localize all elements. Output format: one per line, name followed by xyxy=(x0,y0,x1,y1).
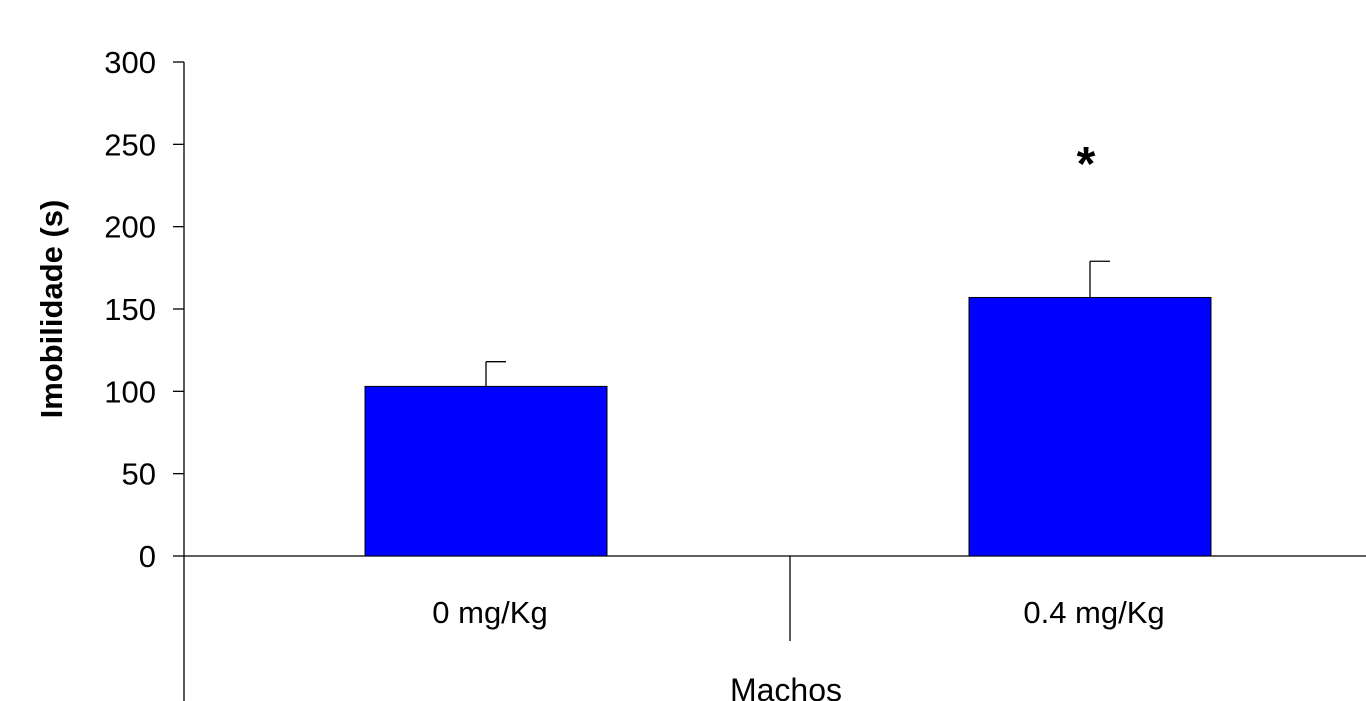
bars xyxy=(364,296,1212,557)
y-tick-label: 200 xyxy=(104,210,156,245)
x-tick-label: 0.4 mg/Kg xyxy=(1023,595,1164,630)
x-tick-label: 0 mg/Kg xyxy=(432,595,547,630)
y-tick-label: 150 xyxy=(104,292,156,327)
y-tick-label: 0 xyxy=(139,539,156,574)
y-axis: 0 50 100 150 200 250 300 xyxy=(104,45,185,701)
y-tick-label: 250 xyxy=(104,127,156,162)
y-tick-label: 300 xyxy=(104,45,156,80)
y-tick-label: 50 xyxy=(122,457,156,492)
x-axis-title: Machos xyxy=(730,672,842,701)
y-axis-title: Imobilidade (s) xyxy=(34,200,69,419)
error-bars xyxy=(485,260,1110,387)
y-tick-label: 100 xyxy=(104,374,156,409)
bar xyxy=(364,385,608,557)
significance-marker: * xyxy=(1077,138,1096,191)
x-axis: 0 mg/Kg 0.4 mg/Kg xyxy=(184,555,1366,641)
bar xyxy=(968,296,1212,557)
annotations: * xyxy=(1077,138,1096,191)
